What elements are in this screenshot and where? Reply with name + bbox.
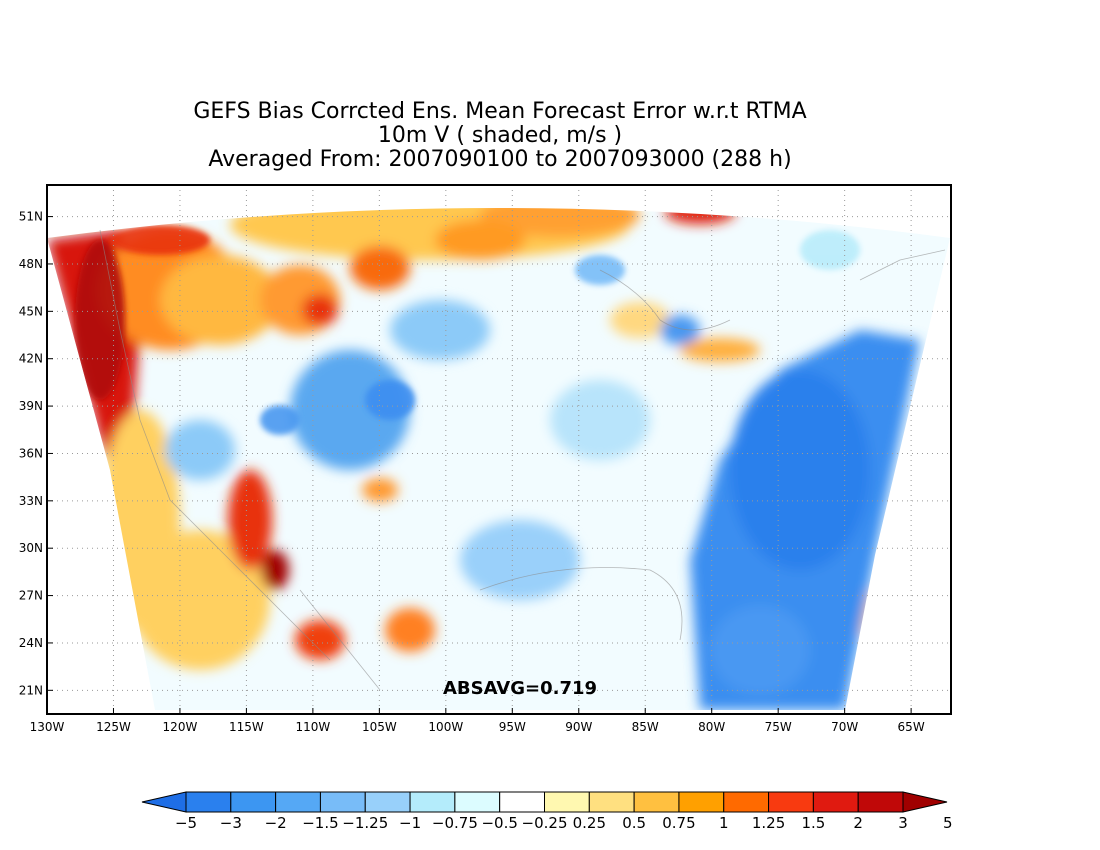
- colorbar-label: 0.75: [662, 814, 695, 832]
- colorbar-swatch: [633, 791, 680, 813]
- error-field: [47, 208, 950, 710]
- lat-tick-label: 21N: [19, 683, 43, 697]
- colorbar-swatch: [275, 791, 321, 813]
- colorbar-swatch: [768, 791, 814, 813]
- lon-tick-label: 110W: [295, 720, 330, 734]
- lon-tick-label: 130W: [30, 720, 65, 734]
- colorbar-label: 0.25: [573, 814, 606, 832]
- lon-tick-label: 85W: [632, 720, 659, 734]
- colorbar-swatch: [499, 791, 545, 813]
- colorbar-label: −5: [175, 814, 197, 832]
- lon-tick-label: 80W: [698, 720, 725, 734]
- colorbar-swatch: [230, 791, 277, 813]
- title-line-1: GEFS Bias Corrcted Ens. Mean Forecast Er…: [193, 99, 807, 124]
- colorbar-label: −1: [399, 814, 421, 832]
- lon-tick-label: 65W: [898, 720, 925, 734]
- colorbar-swatch: [857, 791, 904, 813]
- colorbar-label: 5: [943, 814, 953, 832]
- colorbar-label: 3: [898, 814, 908, 832]
- colorbar-swatch: [723, 791, 770, 813]
- colorbar-swatch: [185, 791, 232, 813]
- colorbar-swatch: [409, 791, 456, 813]
- lon-tick-label: 100W: [428, 720, 463, 734]
- lat-tick-label: 33N: [19, 494, 43, 508]
- colorbar-label: −2: [265, 814, 287, 832]
- colorbar-swatch: [544, 791, 590, 813]
- lon-tick-label: 90W: [565, 720, 592, 734]
- lat-tick-label: 45N: [19, 304, 43, 318]
- colorbar-label: −1.5: [302, 814, 338, 832]
- coastlines: [99, 229, 946, 691]
- lon-tick-label: 70W: [831, 720, 858, 734]
- colorbar-swatch: [364, 791, 411, 813]
- lat-tick-label: 27N: [19, 589, 43, 603]
- colorbar-label: 1.25: [752, 814, 785, 832]
- lat-axis: 21N 24N 27N 30N 33N 36N 39N 42N 45N 48N 51N: [19, 210, 53, 697]
- colorbar-label: 0.5: [622, 814, 646, 832]
- colorbar-label: 2: [853, 814, 863, 832]
- map-title: GEFS Bias Corrcted Ens. Mean Forecast Er…: [45, 100, 955, 172]
- lat-tick-label: 30N: [19, 541, 43, 555]
- colorbar-label: −0.75: [432, 814, 478, 832]
- map-frame: [46, 184, 952, 715]
- colorbar-swatch: [678, 791, 725, 813]
- absavg-label: ABSAVG=0.719: [443, 678, 597, 699]
- lat-tick-label: 36N: [19, 446, 43, 460]
- title-line-3: Averaged From: 2007090100 to 2007093000 …: [208, 147, 792, 172]
- colorbar-label: 1: [719, 814, 729, 832]
- colorbar-label: −0.25: [522, 814, 568, 832]
- colorbar-label: −0.5: [481, 814, 517, 832]
- colorbar-swatch: [812, 791, 859, 813]
- lat-tick-label: 51N: [19, 210, 43, 224]
- lat-tick-label: 42N: [19, 352, 43, 366]
- lon-tick-label: 75W: [765, 720, 792, 734]
- lon-tick-label: 105W: [362, 720, 397, 734]
- grid-lines: [47, 185, 951, 714]
- colorbar-swatch: [319, 791, 366, 813]
- colorbar-swatch: [588, 791, 635, 813]
- title-line-2: 10m V ( shaded, m/s ): [377, 123, 623, 148]
- colorbar-label: −3: [220, 814, 242, 832]
- colorbar-label: 1.5: [801, 814, 825, 832]
- lat-tick-label: 24N: [19, 636, 43, 650]
- colorbar-arrow-right: [902, 791, 948, 813]
- lon-tick-label: 95W: [499, 720, 526, 734]
- lon-tick-label: 120W: [163, 720, 198, 734]
- colorbar-swatch: [454, 791, 501, 813]
- colorbar-label: −1.25: [342, 814, 388, 832]
- colorbar: −5 −3 −2 −1.5 −1.25 −1 −0.75 −0.5 −0.25 0.25 0.5 0.…: [141, 791, 953, 832]
- lat-tick-label: 39N: [19, 399, 43, 413]
- lat-tick-label: 48N: [19, 257, 43, 271]
- lon-axis: 130W 125W 120W 115W 110W 105W 100W 95W 90W 85W 80W…: [30, 708, 925, 734]
- colorbar-arrow-left: [141, 791, 187, 813]
- lon-tick-label: 115W: [229, 720, 264, 734]
- lon-tick-label: 125W: [96, 720, 131, 734]
